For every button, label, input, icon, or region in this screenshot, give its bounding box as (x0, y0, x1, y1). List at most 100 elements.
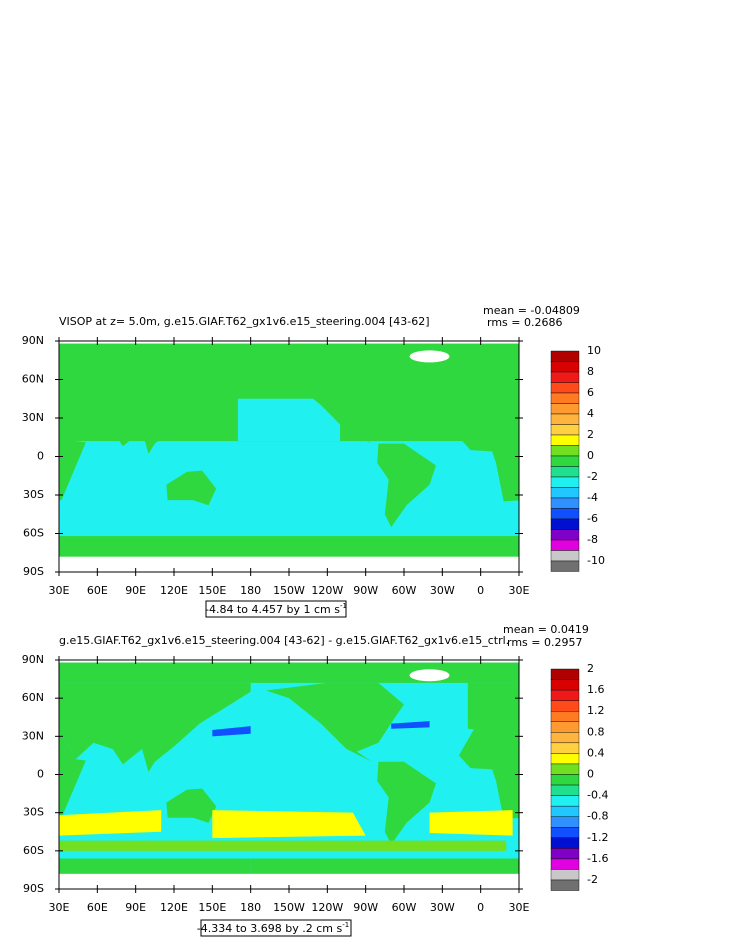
lon-label: 120W (311, 584, 343, 597)
colorbar-box (550, 711, 580, 722)
land (458, 410, 519, 502)
colorbar-box (550, 466, 580, 478)
colorbar-label: 0.4 (587, 746, 605, 759)
lon-label: 60E (87, 584, 108, 597)
colorbar-box (550, 424, 580, 436)
lon-label: 90E (125, 901, 146, 914)
colorbar-box (550, 668, 580, 680)
land (166, 788, 217, 823)
colorbar-box (550, 795, 580, 807)
land (377, 443, 436, 528)
anomaly (59, 810, 162, 836)
lat-label: 90S (23, 882, 44, 895)
lon-label: 30E (49, 901, 70, 914)
rms-label: rms = 0.2957 (507, 636, 582, 649)
land (250, 541, 519, 557)
lat-label: 30N (22, 411, 44, 424)
range-box (200, 919, 352, 937)
colorbar-box (550, 848, 580, 860)
colorbar-box (550, 858, 580, 870)
anomaly (429, 810, 513, 836)
colorbar-box (550, 445, 580, 457)
lon-label: 30E (509, 901, 530, 914)
map-panel: g.e15.GIAF.T62_gx1v6.e15_steering.004 [4… (22, 623, 608, 937)
land (726, 364, 733, 444)
land (626, 471, 676, 506)
colorbar-box (550, 774, 580, 786)
land (166, 470, 217, 506)
colorbar-label: -6 (587, 512, 598, 525)
colorbar-box (550, 732, 580, 744)
mean-label: mean = -0.04809 (483, 304, 580, 317)
lon-label: 30E (49, 584, 70, 597)
anomaly (391, 721, 430, 729)
colorbar-label: -0.8 (587, 810, 608, 823)
lat-label: 30N (22, 729, 44, 742)
lon-label: 150E (198, 901, 226, 914)
colorbar-box (550, 837, 580, 849)
land (250, 858, 519, 874)
range-text: -4.334 to 3.698 by .2 cm s (197, 922, 343, 935)
rms-label: rms = 0.2686 (487, 316, 562, 329)
colorbar-box (550, 361, 580, 373)
colorbar-box (550, 805, 580, 817)
land (467, 364, 519, 416)
lat-label: 30S (23, 488, 44, 501)
land (59, 733, 86, 818)
colorbar-box (550, 689, 580, 701)
anomaly (212, 810, 366, 839)
colorbar-last (550, 560, 580, 572)
colorbar-box (550, 413, 580, 425)
colorbar-label: -2 (587, 873, 598, 886)
land (377, 761, 436, 845)
lon-label: 90W (353, 584, 378, 597)
ocean (59, 441, 519, 537)
lon-label: 180 (240, 584, 261, 597)
colorbar-box (550, 763, 580, 775)
colorbar-label: 1.2 (587, 704, 605, 717)
ice (409, 669, 450, 682)
lon-label: 30W (430, 901, 455, 914)
lon-label: 0 (477, 901, 484, 914)
land (59, 541, 251, 557)
colorbar-box (550, 721, 580, 733)
range-exponent: -1 (340, 602, 347, 610)
lat-label: 0 (37, 450, 44, 463)
lon-label: 60E (87, 901, 108, 914)
range-box (205, 600, 347, 618)
colorbar-box (550, 742, 580, 754)
colorbar-box (550, 487, 580, 499)
ice (409, 350, 450, 363)
anomaly (212, 726, 251, 737)
colorbar-label: 6 (587, 386, 594, 399)
lon-label: 120E (160, 584, 188, 597)
colorbar-label: 0 (587, 768, 594, 781)
colorbar-label: 0 (587, 449, 594, 462)
colorbar-label: -10 (587, 554, 605, 567)
colorbar-box (550, 508, 580, 520)
range-label: -4.334 to 3.698 by .2 cm s-1 (197, 921, 349, 935)
colorbar-box (550, 518, 580, 530)
lat-label: 60S (23, 844, 44, 857)
colorbar-box (550, 382, 580, 394)
lat-label: 60S (23, 527, 44, 540)
band (59, 662, 519, 683)
land (59, 682, 251, 772)
lat-label: 60N (22, 373, 44, 386)
lon-label: 0 (477, 584, 484, 597)
colorbar-box (550, 784, 580, 796)
colorbar-box (550, 827, 580, 839)
range-text: -4.84 to 4.457 by 1 cm s (205, 603, 340, 616)
lon-label: 120E (160, 901, 188, 914)
colorbar-label: -8 (587, 533, 598, 546)
colorbar-box (550, 753, 580, 765)
lat-label: 60N (22, 691, 44, 704)
lon-label: 60W (392, 584, 417, 597)
lat-label: 90N (22, 653, 44, 666)
colorbar-box (550, 529, 580, 541)
colorbar-box (550, 700, 580, 712)
map-fill (59, 662, 519, 874)
lat-label: 90S (23, 565, 44, 578)
colorbar-box (550, 350, 580, 362)
